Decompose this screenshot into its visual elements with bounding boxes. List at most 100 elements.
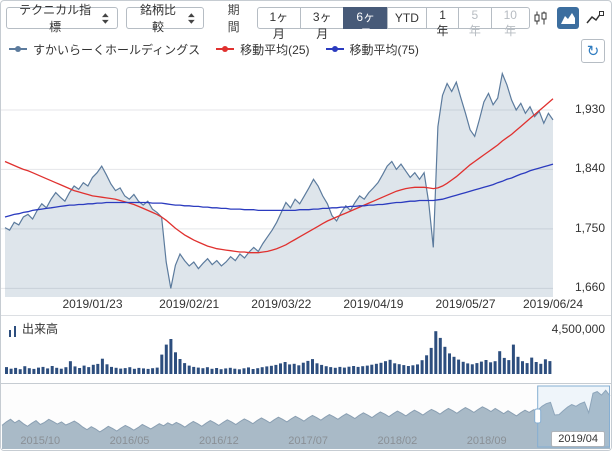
volume-bar	[256, 368, 260, 374]
navigator-canvas[interactable]	[1, 385, 611, 449]
volume-bar	[479, 361, 483, 374]
volume-bar	[146, 368, 150, 374]
volume-bar	[420, 360, 424, 374]
volume-bar	[201, 368, 205, 374]
period-button-group: 1ヶ月 3ヶ月 6ヶ月 YTD 1年 5年 10年	[256, 7, 531, 41]
volume-bar	[23, 366, 27, 374]
updown-arrows-icon	[187, 12, 195, 24]
legend-item-2[interactable]: 移動平均(75)	[325, 41, 419, 58]
x-axis-label: 2019/05/27	[435, 297, 496, 311]
volume-bar	[142, 368, 145, 374]
volume-bar	[397, 364, 401, 374]
price-line	[4, 71, 554, 289]
period-button-1[interactable]: 3ヶ月	[300, 7, 345, 41]
volume-bar	[151, 368, 155, 374]
volume-bar	[406, 366, 410, 374]
legend-label: すかいらーくホールディングス	[33, 42, 201, 57]
chart-type-icons	[530, 7, 606, 29]
range-navigator[interactable]: 2015/10 2016/05 2016/12 2017/07 2018/02 2018/…	[1, 383, 611, 450]
volume-bar	[429, 347, 433, 374]
x-axis-label: 2019/02/21	[159, 297, 220, 311]
volume-bar	[379, 362, 383, 374]
volume-bar	[14, 367, 18, 374]
period-button-4[interactable]: 1年	[425, 7, 460, 38]
legend-label: 移動平均(25)	[240, 42, 310, 57]
volume-bar	[132, 368, 136, 374]
volume-bar	[301, 362, 305, 374]
legend-item-1[interactable]: 移動平均(25)	[216, 41, 310, 58]
volume-bar	[251, 369, 255, 374]
volume-bar	[187, 365, 191, 374]
x-axis-label: 2019/03/22	[251, 297, 312, 311]
volume-bar	[274, 364, 278, 374]
period-button-2[interactable]: 6ヶ月	[343, 7, 388, 41]
legend-label: 移動平均(75)	[349, 42, 419, 57]
volume-bar	[530, 357, 534, 374]
volume-bar	[269, 365, 273, 374]
volume-bar	[534, 362, 538, 374]
refresh-icon[interactable]: ↻	[581, 39, 605, 63]
volume-bar	[137, 367, 141, 374]
period-label: 期間	[227, 3, 240, 34]
period-button-5: 5年	[458, 7, 492, 38]
period-button-3[interactable]: YTD	[386, 7, 427, 29]
technical-indicator-dropdown[interactable]: テクニカル指標	[6, 3, 119, 34]
volume-bar	[82, 365, 86, 374]
line-chart-icon[interactable]	[584, 7, 606, 29]
volume-bar	[457, 359, 461, 374]
volume-bar	[192, 366, 196, 374]
volume-bar	[470, 364, 474, 374]
volume-bars-icon	[14, 326, 16, 337]
volume-bar	[288, 364, 292, 374]
volume-bar	[265, 366, 269, 374]
volume-bar	[342, 367, 346, 374]
volume-chart-canvas[interactable]	[1, 316, 612, 378]
volume-bar	[525, 363, 529, 374]
volume-bar	[352, 366, 356, 374]
volume-bar	[411, 365, 415, 374]
volume-bar	[123, 368, 127, 374]
legend-item-0[interactable]: すかいらーくホールディングス	[9, 41, 200, 58]
volume-bar	[475, 363, 479, 374]
volume-bar	[219, 369, 223, 374]
price-chart-canvas[interactable]	[1, 59, 612, 297]
volume-bar	[96, 363, 100, 374]
area-chart-icon[interactable]	[557, 7, 579, 29]
volume-bar	[283, 362, 287, 374]
volume-bar	[78, 368, 82, 374]
volume-bar	[438, 337, 442, 374]
volume-bar	[493, 361, 497, 374]
volume-bar	[160, 354, 164, 374]
volume-bar	[502, 357, 506, 374]
volume-bar	[374, 363, 378, 374]
volume-label: 出来高	[9, 320, 58, 337]
volume-bar	[311, 359, 314, 374]
symbol-compare-dropdown[interactable]: 銘柄比較	[126, 3, 204, 34]
volume-bar	[247, 367, 250, 374]
navigator-left-handle[interactable]	[534, 408, 542, 424]
volume-bar	[292, 363, 296, 374]
volume-bar	[233, 368, 237, 374]
volume-bar	[461, 361, 465, 374]
volume-bar	[548, 361, 552, 374]
volume-bar	[18, 369, 22, 374]
x-axis-label: 2019/06/24	[522, 297, 584, 311]
volume-panel: 出来高 4,500,000	[1, 315, 611, 378]
x-axis-label: 2019/01/23	[62, 297, 123, 311]
navigator-selection[interactable]	[537, 385, 611, 448]
candlestick-chart-icon[interactable]	[530, 7, 552, 29]
price-area	[5, 73, 553, 297]
volume-bar	[183, 363, 187, 374]
volume-bar	[388, 359, 392, 374]
volume-bar	[315, 363, 319, 374]
volume-bar	[73, 366, 77, 374]
legend-marker	[216, 46, 235, 52]
volume-bar	[105, 364, 109, 374]
x-axis-label: 2019/04/19	[343, 297, 404, 311]
volume-bar	[393, 363, 397, 374]
volume-bar	[9, 368, 13, 374]
volume-bar	[224, 368, 228, 374]
volume-scale-label: 4,500,000	[551, 322, 605, 336]
volume-bar	[466, 363, 470, 374]
period-button-0[interactable]: 1ヶ月	[256, 7, 302, 41]
